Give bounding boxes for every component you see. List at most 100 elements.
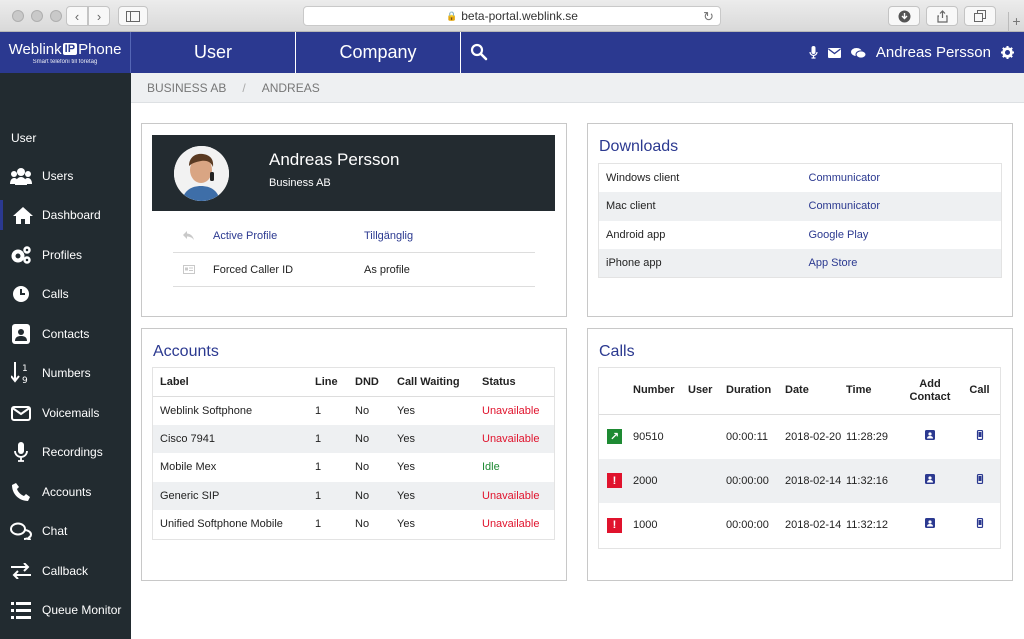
- accounts-panel: Accounts Label Line DND Call Waiting Sta…: [141, 328, 567, 581]
- sidebar-item-chat[interactable]: Chat: [0, 516, 131, 546]
- sidebar-item-queue-monitor[interactable]: Queue Monitor: [0, 595, 131, 625]
- download-link[interactable]: Google Play: [808, 228, 869, 241]
- breadcrumb-item[interactable]: BUSINESS AB: [147, 80, 227, 95]
- sidebar-item-callback[interactable]: Callback: [0, 556, 131, 586]
- add-contact-icon[interactable]: [925, 518, 935, 529]
- clock-icon: [13, 286, 29, 302]
- call-date: 2018-02-14: [785, 519, 842, 532]
- download-link[interactable]: Communicator: [801, 192, 1002, 221]
- call-number: 1000: [633, 519, 658, 532]
- downloads-button[interactable]: [888, 6, 920, 26]
- microphone-icon[interactable]: [809, 46, 818, 59]
- tab-company[interactable]: Company: [296, 32, 461, 73]
- svg-text:1: 1: [22, 364, 28, 374]
- table-row[interactable]: Generic SIP 1 No Yes Unavailable: [153, 481, 554, 510]
- add-contact-icon[interactable]: [925, 429, 935, 440]
- add-contact-icon[interactable]: [925, 473, 935, 484]
- close-window-button[interactable]: [12, 10, 24, 22]
- back-button[interactable]: ‹: [66, 6, 88, 26]
- account-line: 1: [315, 404, 322, 417]
- active-profile-label[interactable]: Active Profile: [213, 229, 278, 242]
- top-navbar: Weblink IP Phone Smart telefoni till för…: [0, 32, 1024, 73]
- envelope-icon: [11, 405, 31, 421]
- table-row[interactable]: Unified Softphone Mobile 1 No Yes Unavailabl…: [153, 510, 554, 539]
- search-icon[interactable]: [470, 43, 488, 61]
- sidebar-header: User: [11, 131, 37, 145]
- table-row[interactable]: Cisco 7941 1 No Yes Unavailable: [153, 424, 554, 453]
- chevron-right-icon: ›: [96, 8, 102, 24]
- download-link[interactable]: App Store: [801, 249, 1002, 278]
- tabs-button[interactable]: [964, 6, 996, 26]
- accounts-title: Accounts: [153, 343, 219, 360]
- call-date: 2018-02-20: [785, 430, 842, 443]
- list-icon: [11, 601, 31, 619]
- table-row: Android app Google Play: [599, 221, 1002, 250]
- column-header: Line: [308, 368, 348, 397]
- status-badge: Unavailable: [475, 424, 554, 453]
- envelope-icon[interactable]: [827, 47, 841, 58]
- table-row[interactable]: Weblink Softphone 1 No Yes Unavailable: [153, 396, 554, 425]
- status-badge: Unavailable: [482, 518, 540, 531]
- minimize-window-button[interactable]: [31, 10, 43, 22]
- downloads-panel: Downloads Windows client Communicator Mac…: [587, 123, 1013, 317]
- breadcrumb-item[interactable]: ANDREAS: [261, 80, 320, 95]
- account-call-waiting: Yes: [390, 424, 475, 453]
- logo-text-left: Weblink: [8, 40, 62, 58]
- sidebar-item-calls[interactable]: Calls: [0, 279, 131, 309]
- table-row: Mac client Communicator: [598, 192, 1002, 221]
- sidebar-item-label: Queue Monitor: [42, 603, 122, 617]
- column-header: DND: [348, 368, 390, 397]
- avatar: [174, 146, 229, 201]
- missed-call-icon: !: [607, 517, 622, 533]
- table-row[interactable]: Mobile Mex 1 No Yes Idle: [153, 453, 554, 482]
- profile-panel: Andreas Persson Business AB Active Profi…: [141, 123, 567, 317]
- column-header: User: [684, 368, 722, 415]
- gear-icon[interactable]: [1001, 46, 1014, 59]
- chat-icon[interactable]: [850, 47, 866, 59]
- tab-user[interactable]: User: [131, 32, 296, 73]
- sidebar-item-contacts[interactable]: Contacts: [0, 319, 131, 349]
- user-menu-name[interactable]: Andreas Persson: [875, 44, 991, 61]
- account-call-waiting: Yes: [397, 518, 415, 531]
- download-link[interactable]: Communicator: [808, 172, 881, 184]
- account-label: Generic SIP: [153, 481, 308, 510]
- sidebar: User Users Dashboard Profiles Calls Cont…: [0, 73, 131, 639]
- id-card-icon: [183, 265, 195, 274]
- exchange-icon: [11, 563, 31, 579]
- sidebar-item-recordings[interactable]: Recordings: [0, 437, 131, 467]
- sidebar-toggle-button[interactable]: [118, 6, 148, 26]
- zoom-window-button[interactable]: [50, 10, 62, 22]
- new-tab-button[interactable]: +: [1008, 12, 1024, 32]
- column-header: Number: [629, 368, 684, 415]
- reply-icon: [183, 231, 194, 240]
- account-dnd: No: [355, 461, 370, 474]
- address-bar[interactable]: 🔒 beta-portal.weblink.se ↻: [303, 6, 721, 26]
- chat-icon: [10, 522, 32, 540]
- share-button[interactable]: [926, 6, 958, 26]
- mobile-phone-icon[interactable]: [975, 473, 985, 484]
- calls-panel: Calls Number User Duration Date Time Add…: [587, 328, 1013, 581]
- sidebar-item-profiles[interactable]: Profiles: [0, 240, 131, 270]
- sidebar-item-users[interactable]: Users: [0, 161, 131, 191]
- call-duration: 00:00:00: [726, 519, 769, 532]
- profile-name: Andreas Persson: [269, 150, 400, 169]
- share-icon: [936, 9, 948, 23]
- reload-icon[interactable]: ↻: [703, 9, 714, 24]
- call-user: [684, 458, 722, 503]
- users-icon: [10, 168, 32, 185]
- mobile-phone-icon[interactable]: [975, 429, 985, 440]
- breadcrumb-separator: /: [242, 80, 246, 95]
- svg-text:9: 9: [22, 376, 28, 384]
- sidebar-item-accounts[interactable]: Accounts: [0, 477, 131, 507]
- account-line: 1: [315, 461, 322, 474]
- sidebar-item-dashboard[interactable]: Dashboard: [0, 200, 131, 230]
- logo[interactable]: Weblink IP Phone Smart telefoni till för…: [0, 32, 131, 73]
- sidebar-item-voicemails[interactable]: Voicemails: [0, 398, 131, 428]
- forward-button[interactable]: ›: [88, 6, 110, 26]
- call-time: 11:32:12: [846, 519, 889, 532]
- active-profile-value[interactable]: Tillgänglig: [364, 229, 414, 242]
- account-label: Weblink Softphone: [160, 404, 253, 417]
- account-call-waiting: Yes: [397, 404, 415, 417]
- mobile-phone-icon[interactable]: [975, 518, 985, 529]
